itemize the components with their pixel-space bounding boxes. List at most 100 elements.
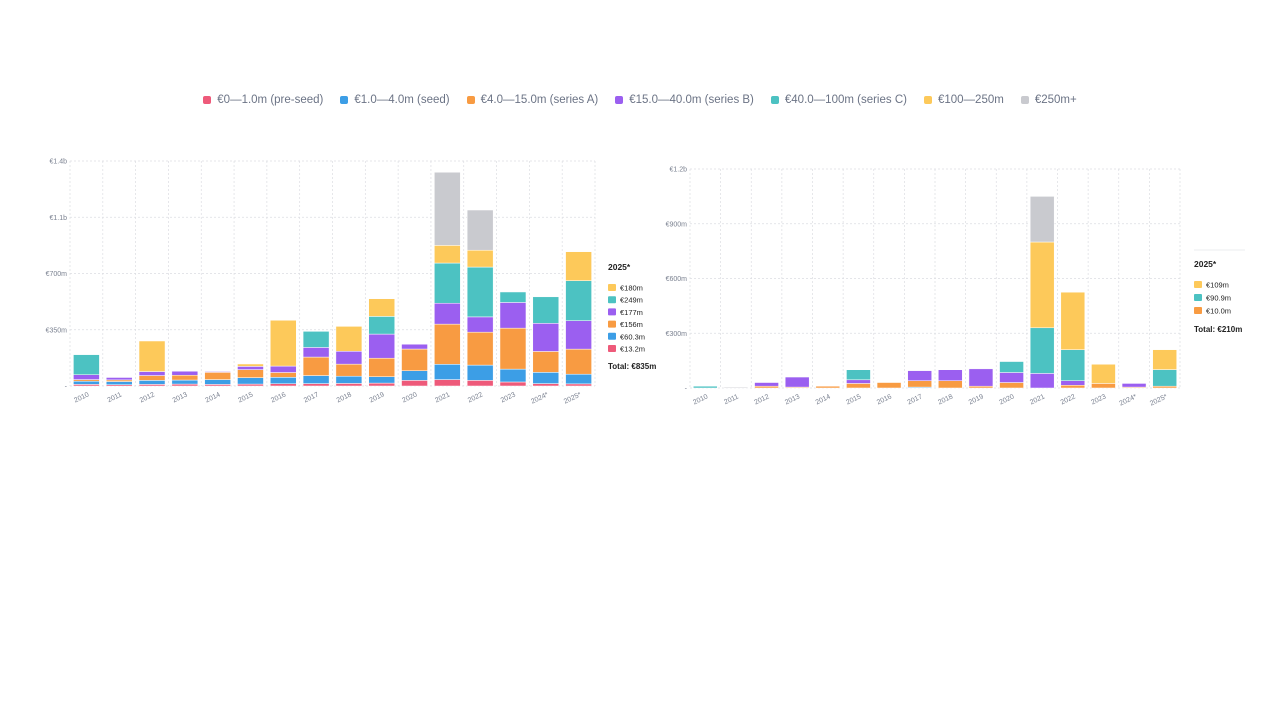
legend-item[interactable]: €1.0—4.0m (seed) bbox=[340, 94, 450, 106]
bar-segment[interactable] bbox=[335, 326, 363, 352]
bar-segment[interactable] bbox=[368, 333, 395, 359]
legend-item[interactable]: €100—250m bbox=[923, 94, 1004, 106]
bar-segment[interactable] bbox=[565, 251, 592, 281]
bar-segment[interactable] bbox=[434, 379, 461, 387]
bar-segment[interactable] bbox=[237, 363, 264, 367]
bar-segment[interactable] bbox=[270, 377, 297, 385]
bar-segment[interactable] bbox=[1060, 385, 1086, 389]
bar-segment[interactable] bbox=[754, 382, 779, 387]
bar-segment[interactable] bbox=[105, 377, 133, 381]
bar-segment[interactable] bbox=[846, 383, 871, 389]
bar-segment[interactable] bbox=[565, 383, 592, 387]
legend-item[interactable]: €0—1.0m (pre-seed) bbox=[203, 94, 323, 106]
bar-segment[interactable] bbox=[938, 369, 963, 381]
bar-segment[interactable] bbox=[401, 380, 428, 387]
bar-segment[interactable] bbox=[499, 291, 527, 303]
bar-segment[interactable] bbox=[335, 375, 363, 384]
bar-segment[interactable] bbox=[466, 380, 494, 387]
legend-item[interactable]: €4.0—15.0m (series A) bbox=[466, 94, 598, 106]
legend-item[interactable]: €15.0—40.0m (series B) bbox=[615, 94, 754, 106]
bar-segment[interactable] bbox=[1029, 373, 1055, 389]
bar-segment[interactable] bbox=[434, 364, 461, 380]
bar-segment[interactable] bbox=[368, 298, 395, 317]
bar-segment[interactable] bbox=[171, 374, 199, 381]
bar-segment[interactable] bbox=[846, 369, 871, 381]
bar-segment[interactable] bbox=[1091, 383, 1116, 389]
bar-segment[interactable] bbox=[1152, 349, 1177, 370]
bar-segment[interactable] bbox=[434, 245, 461, 264]
bar-segment[interactable] bbox=[204, 371, 231, 373]
bar-segment[interactable] bbox=[466, 331, 494, 366]
bar-segment[interactable] bbox=[171, 379, 199, 385]
bar-segment[interactable] bbox=[171, 383, 199, 387]
bar-segment[interactable] bbox=[968, 368, 994, 387]
bar-segment[interactable] bbox=[532, 383, 560, 387]
bar-segment[interactable] bbox=[499, 381, 527, 387]
bar-segment[interactable] bbox=[499, 302, 527, 329]
bar-segment[interactable] bbox=[368, 316, 395, 335]
bar-segment[interactable] bbox=[532, 372, 560, 384]
bar-segment[interactable] bbox=[968, 385, 994, 389]
bar-segment[interactable] bbox=[237, 366, 264, 370]
bar-segment[interactable] bbox=[466, 249, 494, 268]
bar-segment[interactable] bbox=[907, 370, 932, 381]
bar-segment[interactable] bbox=[1091, 364, 1116, 384]
bar-segment[interactable] bbox=[876, 382, 902, 389]
bar-segment[interactable] bbox=[466, 364, 494, 381]
bar-segment[interactable] bbox=[1152, 385, 1177, 389]
bar-segment[interactable] bbox=[999, 372, 1024, 383]
bar-segment[interactable] bbox=[73, 374, 100, 380]
bar-segment[interactable] bbox=[1060, 349, 1086, 381]
bar-segment[interactable] bbox=[368, 357, 395, 377]
bar-segment[interactable] bbox=[784, 376, 810, 388]
legend-item[interactable]: €250m+ bbox=[1020, 94, 1077, 106]
legend-item[interactable]: €40.0—100m (series C) bbox=[770, 94, 907, 106]
bar-segment[interactable] bbox=[1029, 327, 1055, 374]
bar-segment[interactable] bbox=[138, 375, 166, 381]
bar-segment[interactable] bbox=[401, 348, 428, 371]
bar-segment[interactable] bbox=[434, 262, 461, 304]
bar-segment[interactable] bbox=[1121, 383, 1147, 388]
bar-segment[interactable] bbox=[270, 365, 297, 373]
bar-segment[interactable] bbox=[237, 383, 264, 387]
bar-segment[interactable] bbox=[204, 379, 231, 385]
bar-segment[interactable] bbox=[466, 209, 494, 251]
bar-segment[interactable] bbox=[368, 376, 395, 384]
bar-segment[interactable] bbox=[499, 368, 527, 383]
bar-segment[interactable] bbox=[723, 386, 749, 389]
bar-segment[interactable] bbox=[693, 385, 718, 389]
bar-segment[interactable] bbox=[565, 373, 592, 385]
bar-segment[interactable] bbox=[434, 323, 461, 365]
bar-segment[interactable] bbox=[302, 375, 330, 384]
bar-segment[interactable] bbox=[499, 327, 527, 370]
bar-segment[interactable] bbox=[270, 372, 297, 378]
bar-segment[interactable] bbox=[1152, 369, 1177, 387]
bar-segment[interactable] bbox=[565, 348, 592, 375]
bar-segment[interactable] bbox=[1029, 241, 1055, 329]
bar-segment[interactable] bbox=[302, 331, 330, 348]
bar-segment[interactable] bbox=[138, 340, 166, 372]
bar-segment[interactable] bbox=[754, 385, 779, 389]
bar-segment[interactable] bbox=[565, 320, 592, 350]
bar-segment[interactable] bbox=[335, 351, 363, 365]
bar-segment[interactable] bbox=[105, 381, 133, 385]
bar-segment[interactable] bbox=[171, 370, 199, 376]
bar-segment[interactable] bbox=[815, 385, 841, 389]
bar-segment[interactable] bbox=[401, 343, 428, 350]
bar-segment[interactable] bbox=[270, 320, 297, 367]
bar-segment[interactable] bbox=[466, 316, 494, 333]
bar-segment[interactable] bbox=[565, 280, 592, 321]
bar-segment[interactable] bbox=[907, 380, 932, 388]
bar-segment[interactable] bbox=[999, 361, 1024, 373]
bar-segment[interactable] bbox=[302, 356, 330, 376]
bar-segment[interactable] bbox=[1060, 380, 1086, 386]
bar-segment[interactable] bbox=[302, 383, 330, 387]
bar-segment[interactable] bbox=[938, 380, 963, 389]
bar-segment[interactable] bbox=[532, 296, 560, 324]
bar-segment[interactable] bbox=[434, 172, 461, 246]
bar-segment[interactable] bbox=[466, 266, 494, 318]
bar-segment[interactable] bbox=[1029, 196, 1055, 243]
bar-segment[interactable] bbox=[204, 372, 231, 380]
bar-segment[interactable] bbox=[999, 382, 1024, 389]
bar-segment[interactable] bbox=[73, 380, 100, 385]
